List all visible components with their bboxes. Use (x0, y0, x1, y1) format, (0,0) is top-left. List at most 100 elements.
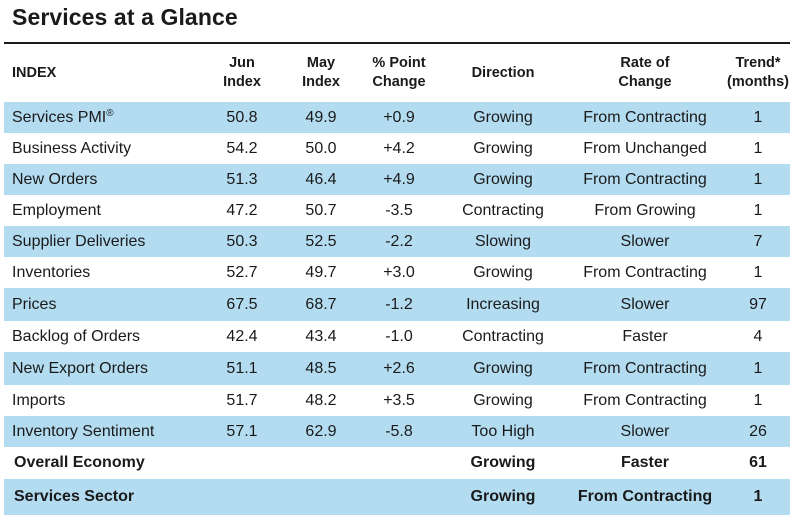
index-name: Backlog of Orders (12, 327, 141, 345)
point-change: +2.6 (356, 352, 442, 385)
direction: Growing (442, 479, 564, 515)
header-divider (4, 42, 790, 44)
table-row: Prices 67.5 68.7 -1.2 Increasing Slower … (4, 288, 790, 321)
index-name: Imports (12, 391, 66, 409)
trend-months: 1 (726, 164, 790, 195)
direction: Growing (442, 164, 564, 195)
table-row: Inventory Sentiment 57.1 62.9 -5.8 Too H… (4, 416, 790, 447)
jun-value: 52.7 (226, 263, 258, 281)
trend-months: 1 (753, 139, 763, 157)
trend-months: 4 (753, 327, 763, 345)
jun-value: 47.2 (226, 201, 258, 219)
point-change: -3.5 (385, 201, 413, 219)
index-name: Employment (12, 201, 101, 219)
header-jun-index: Jun Index (223, 55, 261, 90)
may-value: 49.7 (305, 263, 337, 281)
table-row: New Export Orders 51.1 48.5 +2.6 Growing… (4, 352, 790, 385)
rate-of-change: From Contracting (564, 352, 726, 385)
point-change: +4.2 (383, 139, 415, 157)
may-value: 50.0 (305, 139, 337, 157)
may-value: 48.2 (305, 391, 337, 409)
rate-of-change: Slower (564, 226, 726, 257)
table-row: Supplier Deliveries 50.3 52.5 -2.2 Slowi… (4, 226, 790, 257)
jun-value: 50.8 (198, 102, 286, 133)
total-name: Overall Economy (14, 454, 145, 471)
may-value: 50.7 (305, 201, 337, 219)
may-value: 52.5 (286, 226, 356, 257)
rate-of-change: Slower (564, 416, 726, 447)
direction: Growing (442, 352, 564, 385)
may-value: 49.9 (286, 102, 356, 133)
trend-months: 61 (749, 454, 767, 471)
direction: Slowing (442, 226, 564, 257)
table-row: New Orders 51.3 46.4 +4.9 Growing From C… (4, 164, 790, 195)
jun-value: 51.3 (198, 164, 286, 195)
trend-months: 1 (726, 479, 790, 515)
header-direction: Direction (471, 64, 535, 81)
direction: Increasing (442, 288, 564, 321)
trend-months: 26 (726, 416, 790, 447)
may-value: 48.5 (286, 352, 356, 385)
jun-value: 67.5 (198, 288, 286, 321)
trend-months: 1 (726, 352, 790, 385)
direction: Growing (473, 263, 533, 281)
index-name: Inventories (12, 263, 91, 281)
point-change: +0.9 (356, 102, 442, 133)
trend-months: 1 (753, 263, 763, 281)
rate-of-change: Slower (564, 288, 726, 321)
index-name: Services PMI® (4, 102, 198, 133)
table-row: Inventories 52.7 49.7 +3.0 Growing From … (4, 257, 790, 288)
header-point-change: % Point Change (372, 55, 426, 90)
direction: Growing (473, 391, 533, 409)
header-index: INDEX (12, 64, 57, 81)
may-value: 46.4 (286, 164, 356, 195)
table-row: Services PMI® 50.8 49.9 +0.9 Growing Fro… (4, 102, 790, 133)
jun-value: 51.1 (198, 352, 286, 385)
index-name: New Export Orders (4, 352, 198, 385)
jun-value: 54.2 (226, 139, 258, 157)
direction: Growing (470, 454, 536, 471)
point-change: +3.5 (383, 391, 415, 409)
total-name: Services Sector (4, 479, 198, 515)
index-name: New Orders (4, 164, 198, 195)
point-change: -5.8 (356, 416, 442, 447)
services-table: INDEX Jun Index May Index % Point Change Di… (4, 44, 790, 515)
rate-of-change: From Growing (594, 201, 696, 219)
index-name: Supplier Deliveries (4, 226, 198, 257)
header-may-index: May Index (302, 55, 340, 90)
rate-of-change: From Contracting (583, 391, 707, 409)
may-value: 43.4 (305, 327, 337, 345)
point-change: -1.0 (385, 327, 413, 345)
table-header-row: INDEX Jun Index May Index % Point Change Di… (4, 44, 790, 102)
index-name: Business Activity (12, 139, 132, 157)
jun-value: 57.1 (198, 416, 286, 447)
total-row-overall-economy: Overall Economy Growing Faster 61 (4, 447, 790, 479)
may-value: 68.7 (286, 288, 356, 321)
jun-value: 50.3 (198, 226, 286, 257)
rate-of-change: From Contracting (583, 263, 707, 281)
point-change: -2.2 (356, 226, 442, 257)
rate-of-change: From Contracting (564, 479, 726, 515)
point-change: +3.0 (383, 263, 415, 281)
point-change: +4.9 (356, 164, 442, 195)
direction: Contracting (462, 201, 544, 219)
index-name: Inventory Sentiment (4, 416, 198, 447)
page-title: Services at a Glance (12, 4, 238, 30)
table-row: Business Activity 54.2 50.0 +4.2 Growing… (4, 133, 790, 164)
direction: Contracting (462, 327, 544, 345)
header-rate-of-change: Rate of Change (618, 55, 672, 90)
rate-of-change: Faster (620, 454, 670, 471)
trend-months: 1 (726, 102, 790, 133)
rate-of-change: From Contracting (564, 102, 726, 133)
trend-months: 1 (753, 201, 763, 219)
direction: Growing (442, 102, 564, 133)
may-value: 62.9 (286, 416, 356, 447)
table-row: Backlog of Orders 42.4 43.4 -1.0 Contrac… (4, 321, 790, 352)
trend-months: 1 (753, 391, 763, 409)
trend-months: 97 (726, 288, 790, 321)
index-name: Prices (4, 288, 198, 321)
header-trend: Trend* (months) (726, 55, 789, 90)
direction: Too High (442, 416, 564, 447)
trend-months: 7 (726, 226, 790, 257)
jun-value: 51.7 (226, 391, 258, 409)
